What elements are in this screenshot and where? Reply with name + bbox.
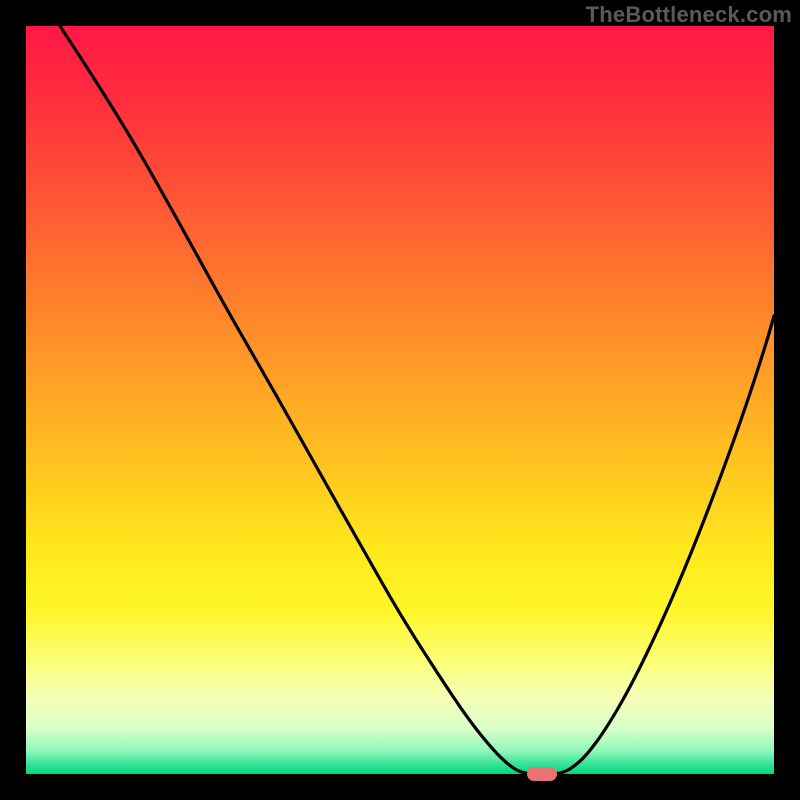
watermark-text: TheBottleneck.com [586,2,792,28]
bottleneck-chart [0,0,800,800]
plot-background [26,26,774,774]
stage: TheBottleneck.com [0,0,800,800]
optimal-point-marker [527,767,557,781]
